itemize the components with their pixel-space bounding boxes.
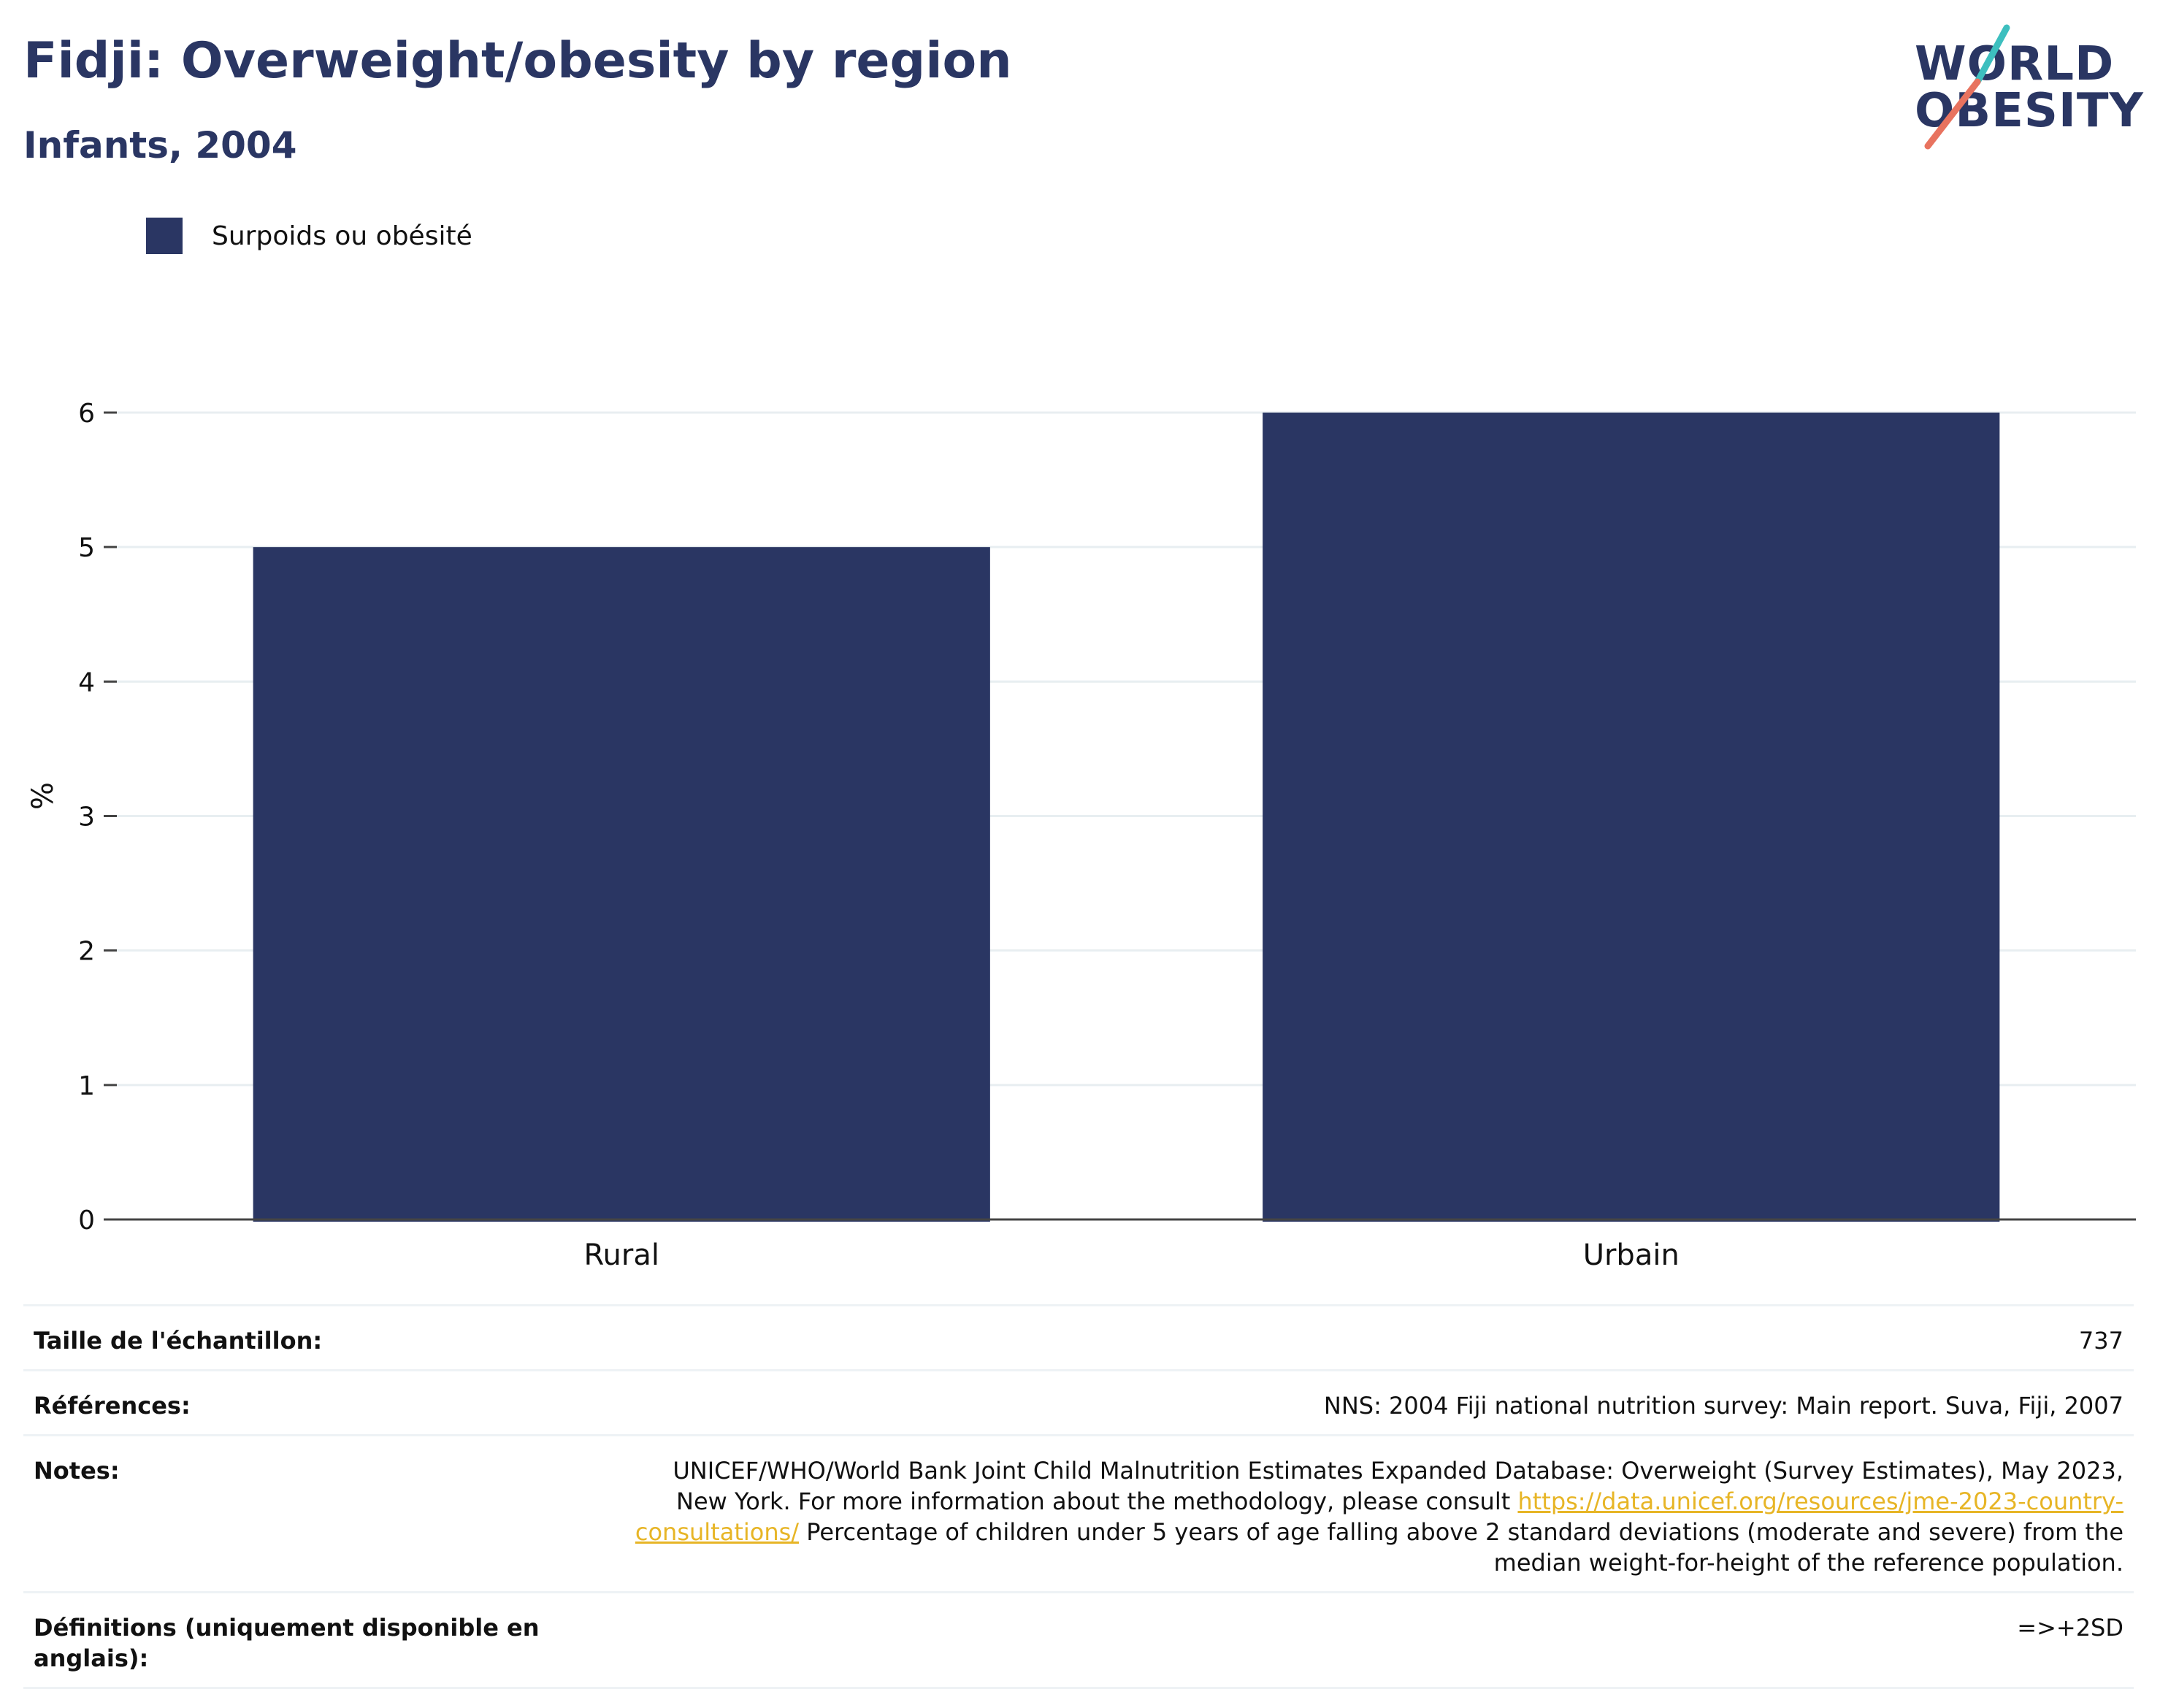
- y-tick-label: 4: [78, 667, 95, 697]
- definitions-value: =>+2SD: [2017, 1614, 2123, 1642]
- y-tick-label: 6: [78, 399, 95, 429]
- y-tick-label: 2: [78, 937, 95, 967]
- legend: Surpoids ou obésité: [146, 218, 472, 254]
- notes-row: Notes: UNICEF/WHO/World Bank Joint Child…: [23, 1434, 2134, 1591]
- definitions-label: Définitions (uniquement disponible en an…: [34, 1614, 540, 1672]
- x-tick-label: Urbain: [1583, 1238, 1680, 1272]
- world-obesity-logo: WORLD OBESITY: [1906, 22, 2147, 153]
- x-tick-label: Rural: [584, 1238, 659, 1272]
- bars: [253, 413, 2000, 1222]
- sample-row: Taille de l'échantillon: 737: [23, 1304, 2134, 1369]
- notes-definition: Percentage of children under 5 years of …: [806, 1518, 2123, 1577]
- x-ticks: Rural Urbain: [584, 1238, 1680, 1272]
- bar-urbain[interactable]: [1263, 413, 2000, 1222]
- sample-value: 737: [2078, 1327, 2123, 1355]
- bar-rural[interactable]: [253, 547, 990, 1222]
- info-table: Taille de l'échantillon: 737 Références:…: [23, 1304, 2134, 1689]
- logo-line1: WORLD: [1915, 37, 2115, 91]
- definitions-row: Définitions (uniquement disponible en an…: [23, 1591, 2134, 1689]
- chart-subtitle: Infants, 2004: [23, 124, 297, 166]
- references-label: Références:: [34, 1392, 191, 1420]
- y-ticks: 0 1 2 3 4 5 6: [78, 399, 117, 1236]
- logo-slash-icon: [1924, 24, 2010, 150]
- bar-chart: 0 1 2 3 4 5 6 Rural Urbain %: [26, 399, 2136, 1272]
- notes-value: UNICEF/WHO/World Bank Joint Child Malnut…: [627, 1455, 2123, 1578]
- y-tick-label: 0: [78, 1206, 95, 1236]
- notes-text: UNICEF/WHO/World Bank Joint Child Malnut…: [673, 1457, 2123, 1515]
- chart-title: Fidji: Overweight/obesity by region: [23, 32, 1012, 90]
- y-tick-label: 3: [78, 803, 95, 832]
- y-tick-label: 1: [78, 1071, 95, 1101]
- y-axis-label: %: [26, 782, 60, 810]
- sample-label: Taille de l'échantillon:: [34, 1327, 323, 1355]
- references-value: NNS: 2004 Fiji national nutrition survey…: [1323, 1392, 2123, 1420]
- legend-label: Surpoids ou obésité: [212, 221, 472, 251]
- notes-label: Notes:: [34, 1457, 120, 1485]
- legend-swatch: [146, 218, 183, 254]
- y-tick-label: 5: [78, 533, 95, 563]
- notes-link[interactable]: https://data.unicef.org/resources/jme-20…: [635, 1487, 2123, 1546]
- references-row: Références: NNS: 2004 Fiji national nutr…: [23, 1369, 2134, 1434]
